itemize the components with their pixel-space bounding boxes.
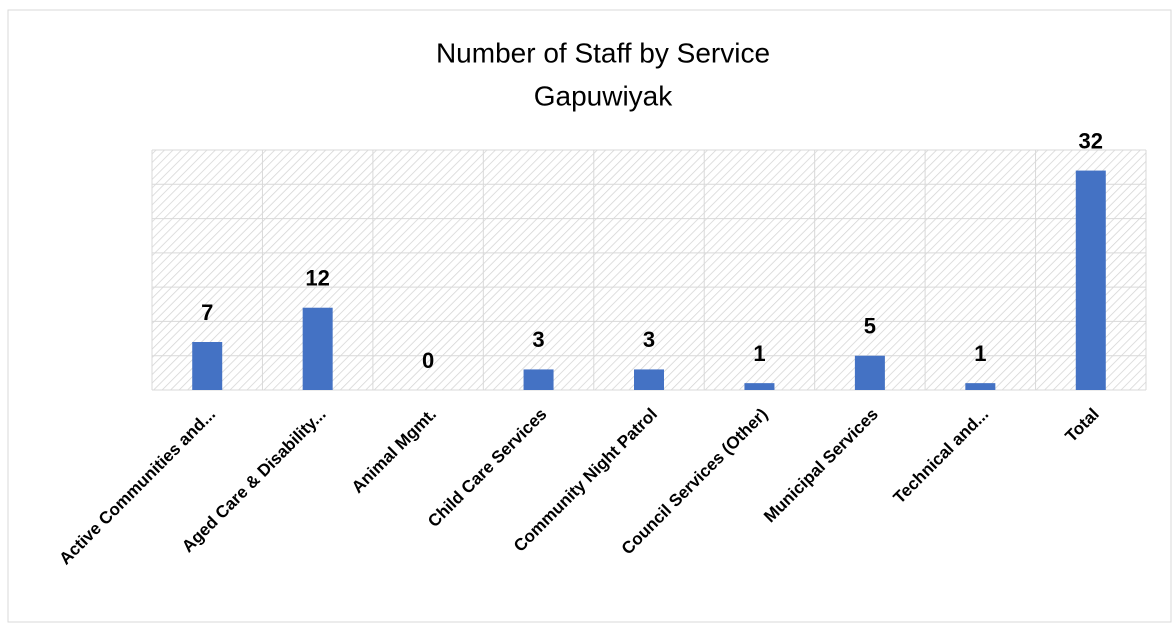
x-tick-label: Animal Mgmt. [348,405,440,497]
chart-subtitle: Gapuwiyak [534,80,674,111]
bar [854,355,885,390]
data-label: 1 [974,341,986,366]
x-tick-label: Municipal Services [760,405,882,527]
bar [634,369,664,390]
data-label: 7 [201,300,213,325]
data-label: 5 [864,314,876,339]
bar [192,342,223,390]
bar [523,369,554,390]
bar [302,307,333,390]
data-label: 12 [305,266,329,291]
data-label: 0 [422,348,434,373]
bar [965,383,996,390]
data-label: 3 [532,327,544,352]
bar [1075,170,1106,390]
chart-title: Number of Staff by Service [436,37,770,68]
plot-area [152,150,1146,390]
chart-border [7,9,1172,623]
data-label: 1 [753,341,765,366]
x-tick-label: Total [1062,405,1103,446]
x-tick-label: Child Care Services [424,405,550,531]
x-tick-label: Technical and... [890,405,993,508]
data-label: 32 [1079,128,1103,153]
bar [744,383,775,390]
data-label: 3 [643,327,655,352]
